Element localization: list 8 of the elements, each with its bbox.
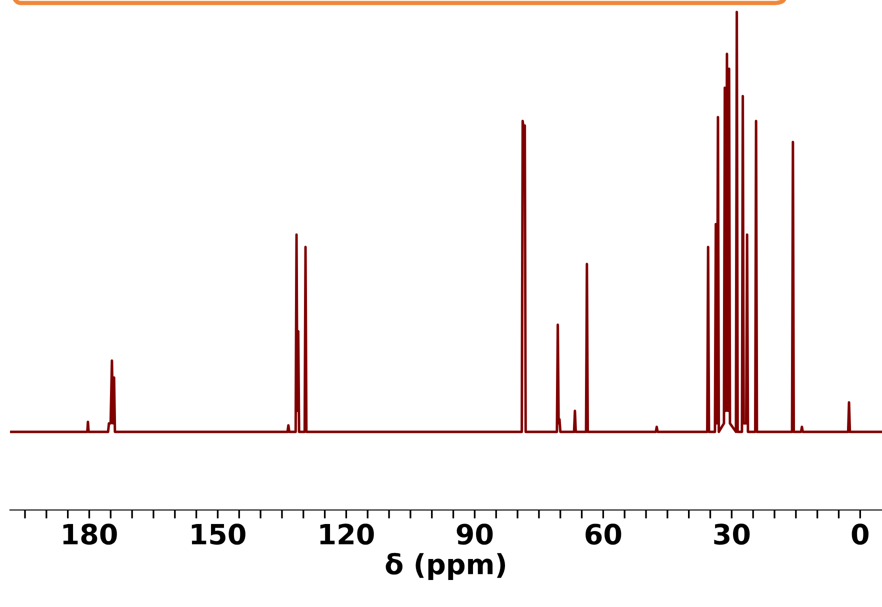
x-tick-label: 180 [63,524,117,545]
x-tick-label: 60 [586,524,622,545]
x-tick-label: 90 [456,524,493,545]
x-tick-label: 120 [320,524,374,545]
x-axis-title: δ (ppm) [386,552,506,580]
x-tick-label: 150 [192,524,246,545]
x-tick-label: 0 [852,524,868,545]
x-tick-label: 30 [714,524,750,545]
